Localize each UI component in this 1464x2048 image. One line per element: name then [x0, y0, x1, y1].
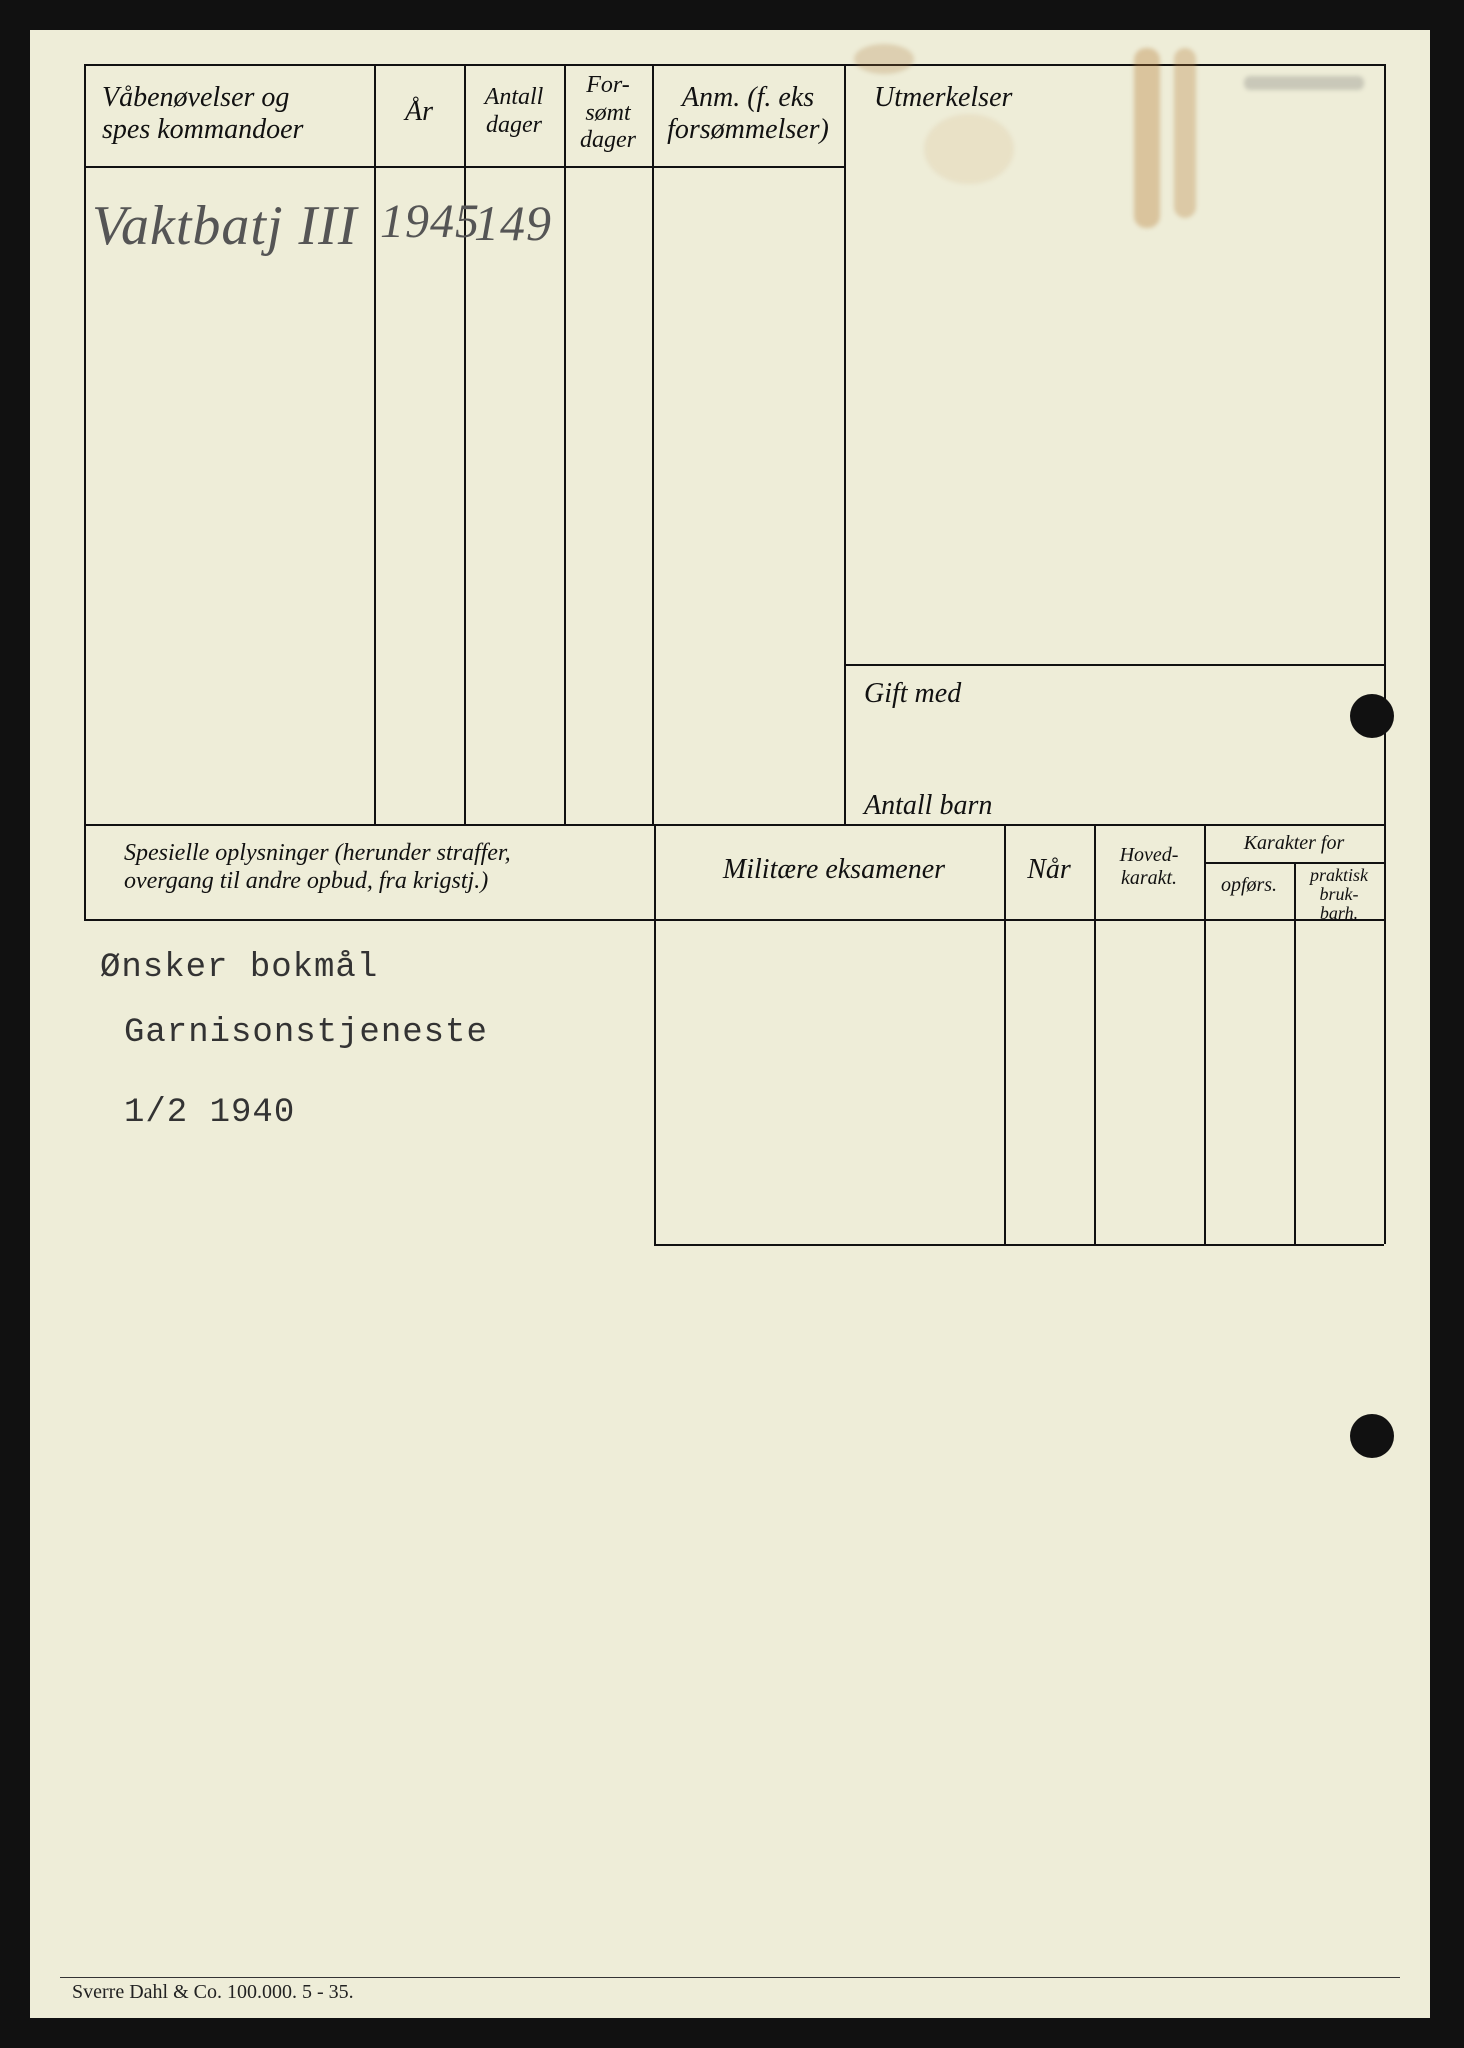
rule — [60, 1977, 1400, 1978]
hdr-when: Når — [1004, 854, 1094, 886]
hdr-main-grade: Hoved-karakt. — [1094, 844, 1204, 890]
rule — [564, 64, 566, 824]
form-content: Våbenøvelser ogspes kommandoer År Antall… — [54, 54, 1406, 1972]
hdr-exams: Militære eksamener — [664, 854, 1004, 886]
rule — [844, 64, 846, 824]
stain — [854, 44, 914, 74]
typed-line3: 1/2 1940 — [124, 1094, 295, 1132]
hdr-practical: praktiskbruk-barh. — [1294, 866, 1384, 923]
stain — [1244, 76, 1364, 90]
rule — [464, 64, 466, 824]
hdr-exercises: Våbenøvelser ogspes kommandoer — [102, 82, 362, 146]
hdr-children: Antall barn — [864, 790, 1084, 822]
typed-line1: Ønsker bokmål — [100, 949, 378, 987]
rule — [844, 664, 1384, 666]
rule — [84, 824, 86, 919]
hdr-days: Antalldager — [464, 84, 564, 139]
rule — [84, 919, 1384, 921]
hdr-year: År — [374, 96, 464, 128]
hdr-grade-for: Karakter for — [1204, 832, 1384, 855]
hdr-married: Gift med — [864, 678, 1064, 710]
rule — [84, 64, 86, 824]
hdr-missed: For-sømtdager — [564, 72, 652, 155]
hw-year: 1945 — [380, 194, 480, 249]
stain — [1134, 48, 1160, 228]
hdr-remarks: Anm. (f. eksforsømmelser) — [654, 82, 842, 146]
rule — [374, 64, 376, 824]
hdr-special: Spesielle oplysninger (herunder straffer… — [124, 840, 644, 895]
rule — [1004, 824, 1006, 1244]
hdr-awards: Utmerkelser — [874, 82, 1074, 114]
rule — [652, 64, 654, 824]
rule — [1384, 824, 1386, 1244]
punch-hole — [1350, 1414, 1394, 1458]
page: Våbenøvelser ogspes kommandoer År Antall… — [30, 30, 1430, 2018]
stain — [1174, 48, 1196, 218]
hw-days: 149 — [474, 194, 552, 252]
hdr-conduct: opførs. — [1204, 874, 1294, 897]
punch-hole — [1350, 694, 1394, 738]
rule — [654, 1244, 1384, 1246]
stain — [924, 114, 1014, 184]
printer-imprint: Sverre Dahl & Co. 100.000. 5 - 35. — [72, 1981, 354, 2004]
typed-line2: Garnisonstjeneste — [124, 1014, 488, 1052]
hw-exercise: Vaktbatj III — [92, 194, 357, 258]
rule — [654, 824, 656, 1244]
rule — [84, 824, 1384, 826]
